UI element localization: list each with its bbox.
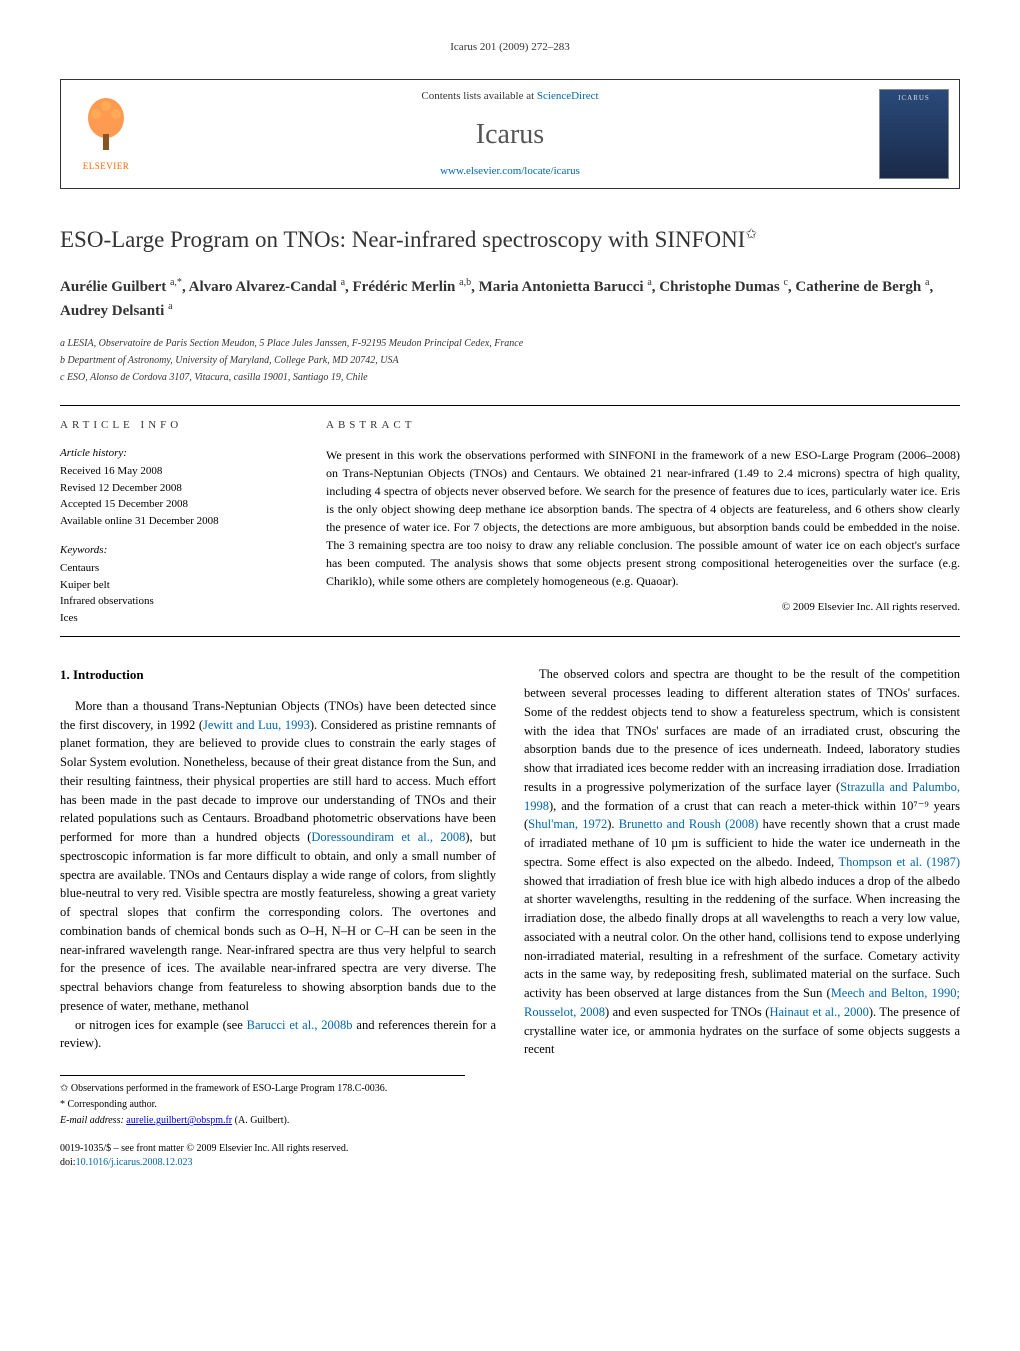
doi-link[interactable]: 10.1016/j.icarus.2008.12.023 [76,1157,193,1168]
affiliation-c: c ESO, Alonso de Cordova 3107, Vitacura,… [60,370,960,385]
affiliation-b: b Department of Astronomy, University of… [60,353,960,368]
journal-reference: Icarus 201 (2009) 272–283 [60,40,960,55]
contents-label: Contents lists available at [421,90,536,102]
article-info-panel: ARTICLE INFO Article history: Received 1… [60,418,290,626]
journal-cover-thumb [869,80,959,188]
keyword: Kuiper belt [60,577,290,594]
history-revised: Revised 12 December 2008 [60,480,290,497]
sciencedirect-link[interactable]: ScienceDirect [537,90,599,102]
keyword: Centaurs [60,560,290,577]
article-info-label: ARTICLE INFO [60,418,290,433]
paragraph: or nitrogen ices for example (see Barucc… [60,1016,496,1054]
history-received: Received 16 May 2008 [60,463,290,480]
history-label: Article history: [60,446,290,461]
elsevier-logo: ELSEVIER [61,80,151,188]
abstract-label: ABSTRACT [326,418,960,433]
body-text: 1. Introduction More than a thousand Tra… [60,665,960,1059]
paragraph: The observed colors and spectra are thou… [524,665,960,1059]
affiliation-a: a LESIA, Observatoire de Paris Section M… [60,336,960,351]
abstract-text: We present in this work the observations… [326,446,960,590]
cover-image [879,89,949,179]
doi-label: doi: [60,1157,76,1168]
issn-line: 0019-1035/$ – see front matter © 2009 El… [60,1142,960,1156]
page-footer: 0019-1035/$ – see front matter © 2009 El… [60,1142,960,1170]
affiliations: a LESIA, Observatoire de Paris Section M… [60,336,960,385]
title-text: ESO-Large Program on TNOs: Near-infrared… [60,227,745,252]
copyright: © 2009 Elsevier Inc. All rights reserved… [326,600,960,615]
abstract-panel: ABSTRACT We present in this work the obs… [326,418,960,626]
elsevier-tree-icon [81,96,131,156]
keyword: Ices [60,610,290,627]
email-link[interactable]: aurelie.guilbert@obspm.fr [126,1115,232,1126]
authors: Aurélie Guilbert a,*, Alvaro Alvarez-Can… [60,275,960,322]
journal-homepage: www.elsevier.com/locate/icarus [440,164,580,179]
footnote-observations: ✩ Observations performed in the framewor… [60,1082,465,1096]
footnote-email: E-mail address: aurelie.guilbert@obspm.f… [60,1114,465,1128]
journal-homepage-link[interactable]: www.elsevier.com/locate/icarus [440,165,580,177]
section-heading-intro: 1. Introduction [60,665,496,685]
history-online: Available online 31 December 2008 [60,513,290,530]
footnote-corresponding: * Corresponding author. [60,1098,465,1112]
divider [60,636,960,637]
divider [60,405,960,406]
footnotes: ✩ Observations performed in the framewor… [60,1075,465,1128]
journal-name: Icarus [476,115,544,154]
journal-header-box: ELSEVIER Contents lists available at Sci… [60,79,960,189]
contents-available: Contents lists available at ScienceDirec… [421,89,598,104]
email-label: E-mail address: [60,1115,126,1126]
paragraph: More than a thousand Trans-Neptunian Obj… [60,697,496,1016]
keywords-label: Keywords: [60,543,290,558]
doi-line: doi:10.1016/j.icarus.2008.12.023 [60,1156,960,1170]
history-accepted: Accepted 15 December 2008 [60,496,290,513]
email-tail: (A. Guilbert). [232,1115,289,1126]
article-title: ESO-Large Program on TNOs: Near-infrared… [60,225,757,255]
keyword: Infrared observations [60,593,290,610]
elsevier-label: ELSEVIER [83,160,130,173]
title-footnote-marker: ✩ [745,228,757,243]
